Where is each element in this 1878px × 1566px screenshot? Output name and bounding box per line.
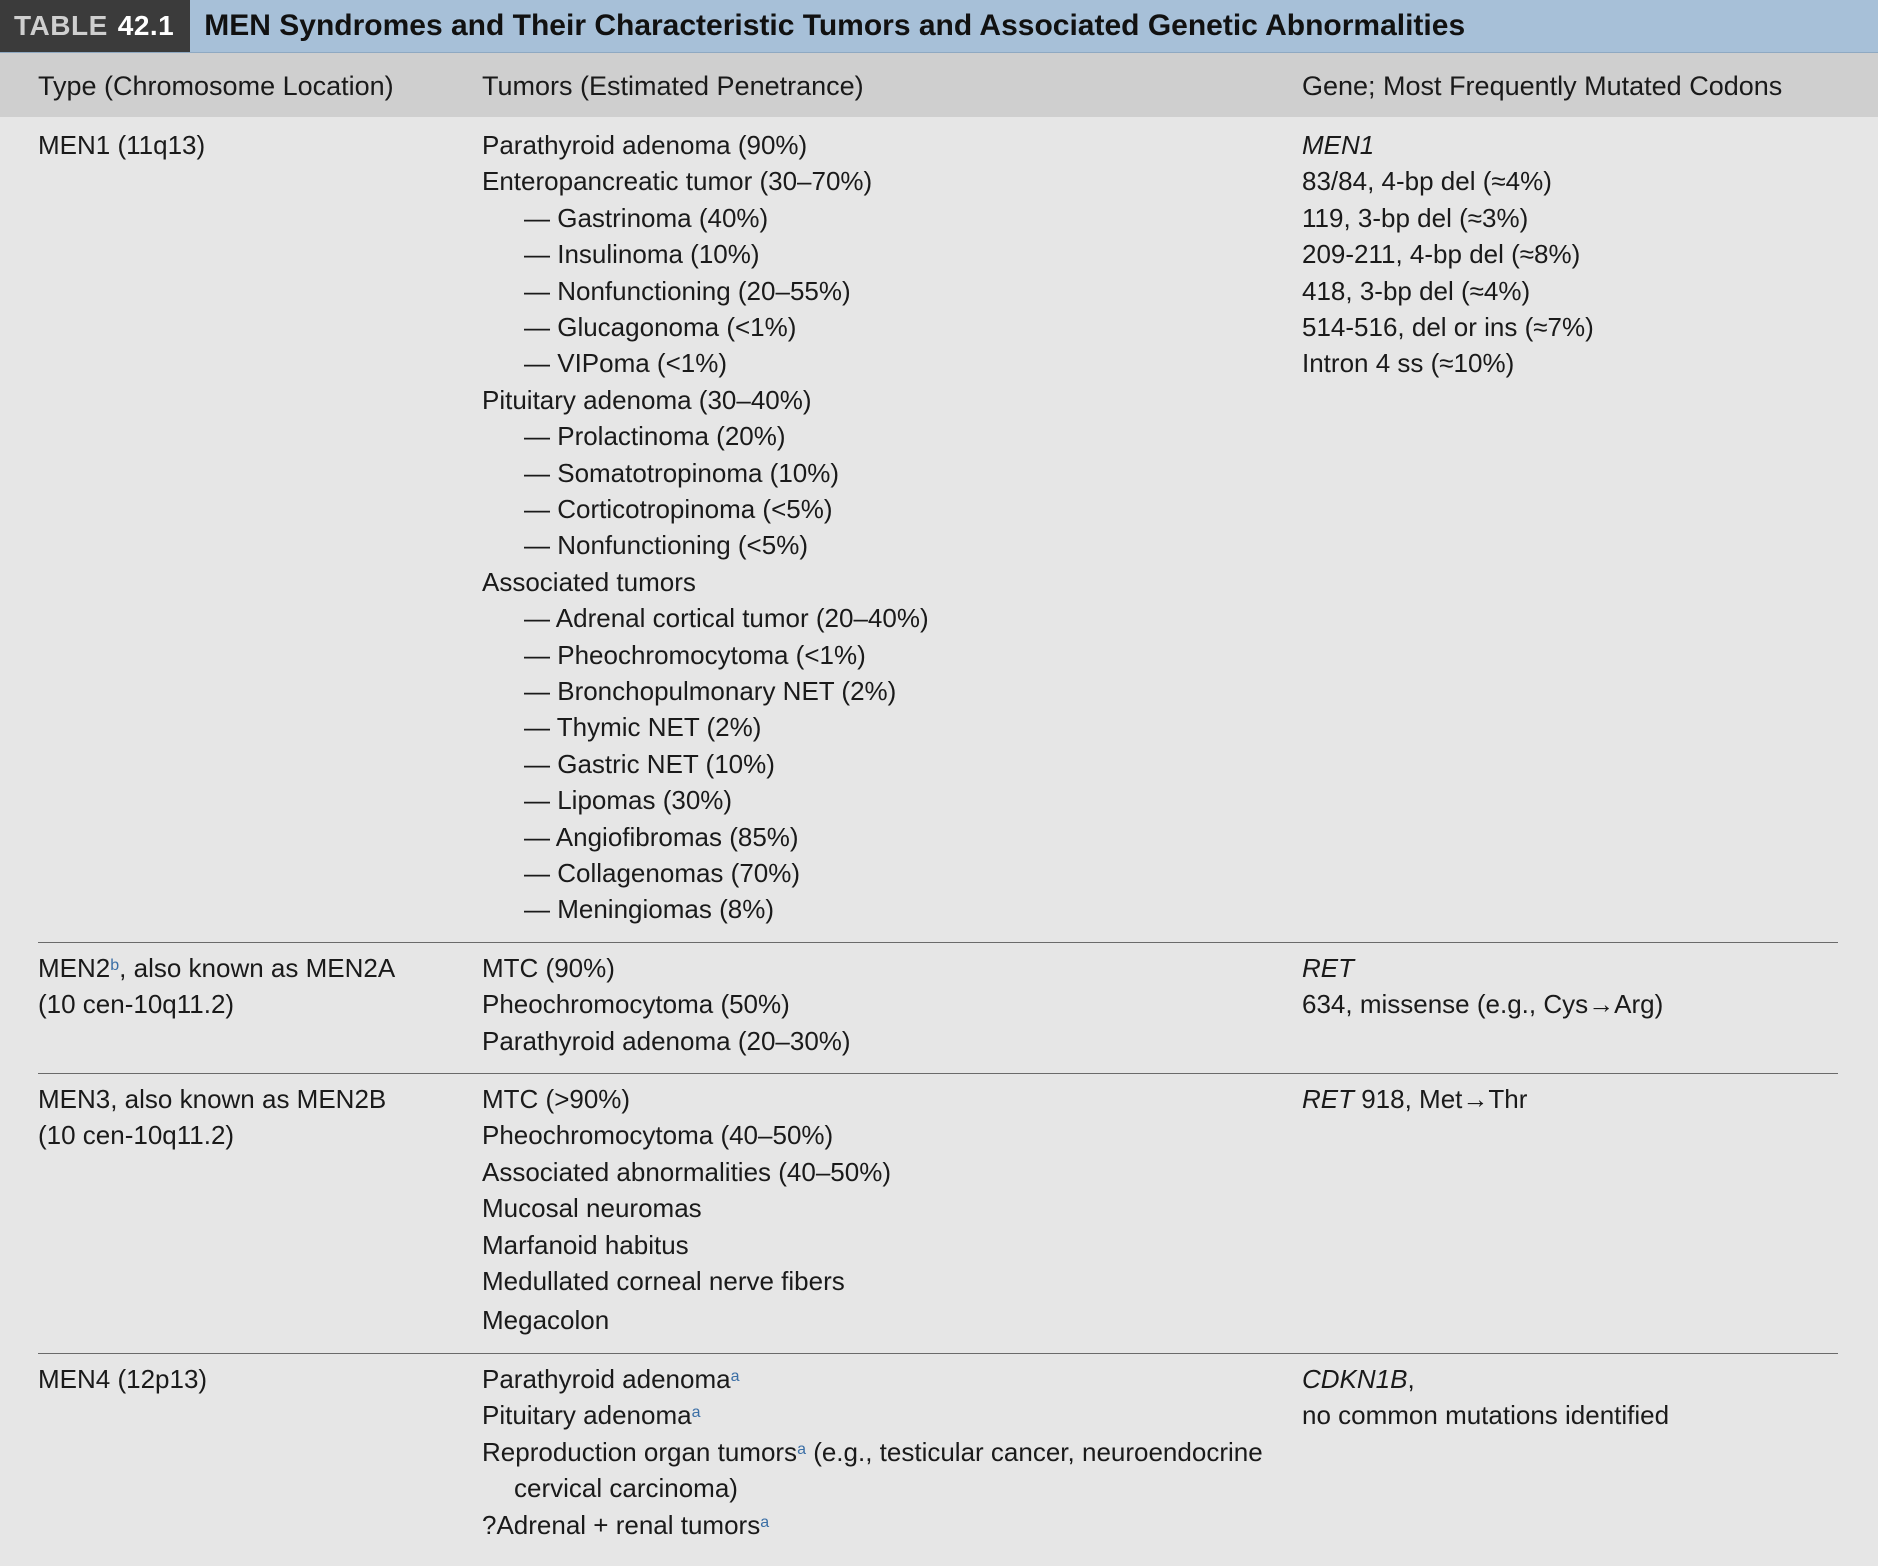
men1-tumor: — Thymic NET (2%): [524, 712, 762, 743]
men3-type: MEN3, also known as MEN2B: [38, 1084, 387, 1114]
men2-location: (10 cen-10q11.2): [38, 989, 235, 1020]
column-header-tumors: Tumors (Estimated Penetrance): [482, 71, 864, 101]
men3-tumor: Associated abnormalities (40–50%): [482, 1156, 891, 1187]
men4-gene: CDKN1B: [1302, 1364, 1408, 1394]
men2-type: MEN2b, also known as MEN2A: [38, 950, 395, 986]
footnote-a-marker: a: [760, 1513, 770, 1531]
men1-type: MEN1 (11q13): [38, 130, 206, 160]
row-divider: [38, 942, 1838, 943]
men1-tumor: — Nonfunctioning (<5%): [524, 530, 808, 561]
table-title-bar: TABLE 42.1 MEN Syndromes and Their Chara…: [0, 0, 1878, 53]
column-header-gene: Gene; Most Frequently Mutated Codons: [1302, 71, 1783, 101]
men1-tumor: — Bronchopulmonary NET (2%): [524, 676, 897, 706]
men1-codon: 83/84, 4-bp del (≈4%): [1302, 166, 1552, 197]
men3-gene-codon: RET 918, Met→Thr: [1302, 1081, 1527, 1117]
men4-tumor-text: (e.g., testicular cancer, neuroendocrine: [805, 1436, 1263, 1467]
men4-tumor: Reproduction organ tumorsa (e.g., testic…: [482, 1434, 1263, 1470]
men1-tumor: — Gastric NET (10%): [524, 748, 775, 779]
men1-codon: 209-211, 4-bp del (≈8%): [1302, 239, 1581, 270]
men1-tumor: — Prolactinoma (20%): [524, 421, 786, 452]
men1-tumor: — Corticotropinoma (<5%): [524, 494, 833, 524]
men4-tumor-text: Parathyroid adenoma: [482, 1364, 731, 1394]
row-divider: [38, 1073, 1838, 1074]
men1-tumor: — Nonfunctioning (20–55%): [524, 275, 851, 306]
men1-tumor: — Adrenal cortical tumor (20–40%): [524, 603, 929, 634]
men4-tumor: Parathyroid adenomaa: [482, 1361, 740, 1397]
men1-tumor: — Meningiomas (8%): [524, 894, 774, 925]
footnote-a-marker: a: [730, 1368, 740, 1385]
men4-tumor-text: Pituitary adenoma: [482, 1400, 692, 1431]
men1-tumor: — Lipomas (30%): [524, 785, 733, 816]
men3-codon: 918, Met→Thr: [1354, 1084, 1528, 1114]
men1-codon: 514-516, del or ins (≈7%): [1302, 312, 1594, 342]
men3-tumor: Pheochromocytoma (40–50%): [482, 1120, 834, 1151]
men3-tumor: Megacolon: [482, 1305, 610, 1335]
men4-tumor: ?Adrenal + renal tumorsa: [482, 1507, 769, 1543]
men4-tumor-continued: cervical carcinoma): [514, 1473, 738, 1504]
men3-tumor: Medullated corneal nerve fibers: [482, 1266, 845, 1296]
table-label: TABLE 42.1: [0, 0, 191, 52]
men3-tumor: MTC (>90%): [482, 1084, 631, 1114]
table-label-number: 42.1: [117, 10, 175, 41]
men2-tumor: MTC (90%): [482, 953, 615, 983]
men3-tumor: Mucosal neuromas: [482, 1193, 702, 1224]
footnote-a-marker: a: [691, 1404, 701, 1422]
men4-codon: no common mutations identified: [1302, 1400, 1670, 1431]
men2-type-rest: , also known as MEN2A: [119, 953, 396, 983]
men4-tumor-text: Reproduction organ tumors: [482, 1436, 798, 1467]
men1-gene: MEN1: [1302, 130, 1375, 160]
men4-tumor: Pituitary adenomaa: [482, 1397, 700, 1433]
table-title: MEN Syndromes and Their Characteristic T…: [204, 9, 1466, 42]
men1-tumor: Enteropancreatic tumor (30–70%): [482, 166, 873, 197]
table-label-word: TABLE: [14, 10, 108, 41]
men1-tumor: Parathyroid adenoma (90%): [482, 130, 808, 160]
men1-tumor: — Angiofibromas (85%): [524, 821, 799, 852]
men1-codon: 119, 3-bp del (≈3%): [1302, 202, 1529, 233]
column-header-type: Type (Chromosome Location): [38, 71, 394, 101]
men4-gene-line: CDKN1B,: [1302, 1361, 1415, 1397]
footnote-a-marker: a: [797, 1440, 806, 1458]
men3-location: (10 cen-10q11.2): [38, 1120, 235, 1151]
men2-gene: RET: [1302, 953, 1354, 983]
row-divider: [38, 1353, 1838, 1354]
men4-gene-suffix: ,: [1407, 1364, 1415, 1394]
men3-tumor: Marfanoid habitus: [482, 1229, 689, 1260]
men1-tumor: — VIPoma (<1%): [524, 348, 728, 379]
men2-tumor: Pheochromocytoma (50%): [482, 989, 790, 1020]
men1-tumor: — Somatotropinoma (10%): [524, 457, 840, 488]
men2-type-name: MEN2: [38, 953, 111, 983]
men1-tumor: — Pheochromocytoma (<1%): [524, 639, 866, 670]
men4-type: MEN4 (12p13): [38, 1364, 208, 1394]
men1-tumor: — Collagenomas (70%): [524, 858, 801, 888]
men1-tumor: — Glucagonoma (<1%): [524, 312, 797, 342]
table-header-row: Type (Chromosome Location) Tumors (Estim…: [0, 53, 1878, 117]
men2-tumor: Parathyroid adenoma (20–30%): [482, 1025, 851, 1056]
men1-codon: Intron 4 ss (≈10%): [1302, 348, 1515, 379]
men1-tumor: — Gastrinoma (40%): [524, 202, 769, 233]
men3-gene: RET: [1302, 1084, 1354, 1114]
men1-tumor: — Insulinoma (10%): [524, 239, 760, 270]
men2-codon: 634, missense (e.g., Cys→Arg): [1302, 989, 1664, 1020]
men1-codon: 418, 3-bp del (≈4%): [1302, 275, 1531, 306]
men4-tumor-text: ?Adrenal + renal tumors: [482, 1509, 761, 1540]
footnote-b-marker: b: [110, 957, 120, 974]
men1-tumor: Pituitary adenoma (30–40%): [482, 384, 812, 415]
men1-tumor: Associated tumors: [482, 566, 696, 597]
